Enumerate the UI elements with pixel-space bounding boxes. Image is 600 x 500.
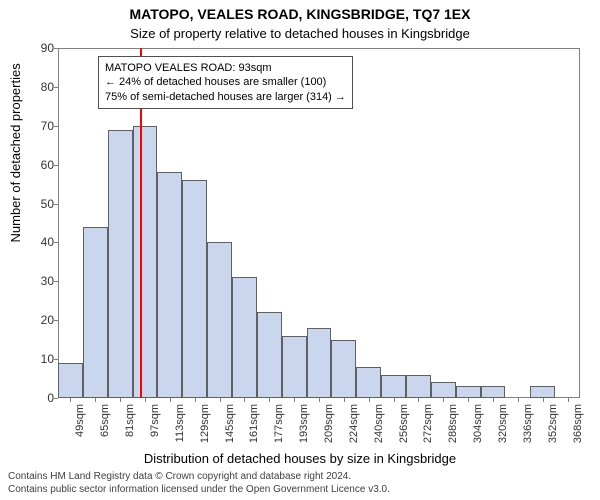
x-tick-label: 272sqm	[422, 398, 434, 443]
x-tick-label: 352sqm	[547, 398, 559, 443]
x-tick-label: 240sqm	[373, 398, 385, 443]
x-tick-label: 161sqm	[248, 398, 260, 443]
chart-container: { "title": "MATOPO, VEALES ROAD, KINGSBR…	[0, 0, 600, 500]
x-tick-mark	[468, 398, 469, 402]
footer: Contains HM Land Registry data © Crown c…	[8, 471, 592, 496]
histogram-bar	[381, 375, 406, 398]
histogram-bar	[356, 367, 381, 398]
y-axis-label: Number of detached properties	[8, 63, 23, 242]
histogram-bar	[232, 277, 257, 398]
x-tick-mark	[394, 398, 395, 402]
y-tick-mark	[54, 281, 58, 282]
x-tick-mark	[344, 398, 345, 402]
x-tick-label: 97sqm	[149, 398, 161, 437]
annotation-box: MATOPO VEALES ROAD: 93sqm← 24% of detach…	[98, 56, 353, 109]
x-tick-mark	[319, 398, 320, 402]
histogram-bar	[58, 363, 83, 398]
x-tick-label: 81sqm	[124, 398, 136, 437]
histogram-bar	[83, 227, 108, 398]
y-tick-label: 10	[41, 352, 54, 366]
histogram-bar	[530, 386, 555, 398]
x-tick-label: 49sqm	[74, 398, 86, 437]
footer-line-1: Contains HM Land Registry data © Crown c…	[8, 471, 592, 484]
y-tick-mark	[54, 398, 58, 399]
x-tick-label: 224sqm	[348, 398, 360, 443]
x-tick-mark	[369, 398, 370, 402]
y-tick-label: 50	[41, 197, 54, 211]
y-tick-label: 70	[41, 119, 54, 133]
histogram-bar	[406, 375, 431, 398]
y-tick-mark	[54, 87, 58, 88]
x-tick-mark	[518, 398, 519, 402]
y-tick-label: 80	[41, 80, 54, 94]
x-tick-mark	[220, 398, 221, 402]
x-tick-label: 368sqm	[572, 398, 584, 443]
x-tick-label: 209sqm	[323, 398, 335, 443]
histogram-bar	[257, 312, 282, 398]
x-tick-mark	[269, 398, 270, 402]
histogram-bar	[182, 180, 207, 398]
x-tick-mark	[418, 398, 419, 402]
x-tick-label: 113sqm	[174, 398, 186, 442]
y-tick-mark	[54, 204, 58, 205]
histogram-bar	[207, 242, 232, 398]
footer-line-2: Contains public sector information licen…	[8, 484, 592, 497]
x-tick-mark	[70, 398, 71, 402]
y-tick-label: 30	[41, 274, 54, 288]
x-tick-mark	[244, 398, 245, 402]
x-tick-mark	[145, 398, 146, 402]
annotation-line: MATOPO VEALES ROAD: 93sqm	[105, 61, 346, 75]
y-tick-label: 40	[41, 235, 54, 249]
histogram-bar	[307, 328, 332, 398]
x-tick-mark	[543, 398, 544, 402]
x-tick-mark	[195, 398, 196, 402]
x-tick-label: 129sqm	[199, 398, 211, 443]
histogram-bar	[282, 336, 307, 398]
x-tick-label: 288sqm	[447, 398, 459, 443]
x-tick-label: 304sqm	[472, 398, 484, 443]
x-tick-label: 256sqm	[398, 398, 410, 443]
x-tick-label: 65sqm	[99, 398, 111, 437]
x-tick-mark	[294, 398, 295, 402]
y-tick-mark	[54, 242, 58, 243]
histogram-bar	[108, 130, 133, 398]
histogram-bar	[157, 172, 182, 398]
histogram-bar	[456, 386, 481, 398]
x-tick-label: 145sqm	[224, 398, 236, 443]
y-tick-label: 20	[41, 313, 54, 327]
x-tick-mark	[120, 398, 121, 402]
x-tick-label: 336sqm	[522, 398, 534, 443]
y-tick-mark	[54, 126, 58, 127]
y-tick-label: 0	[47, 391, 54, 405]
histogram-bar	[431, 382, 456, 398]
chart-title: MATOPO, VEALES ROAD, KINGSBRIDGE, TQ7 1E…	[0, 6, 600, 22]
y-tick-label: 60	[41, 158, 54, 172]
chart-subtitle: Size of property relative to detached ho…	[0, 26, 600, 41]
x-tick-mark	[493, 398, 494, 402]
y-tick-mark	[54, 320, 58, 321]
plot-area: 010203040506070809049sqm65sqm81sqm97sqm1…	[58, 48, 580, 398]
y-tick-mark	[54, 48, 58, 49]
x-tick-mark	[568, 398, 569, 402]
x-tick-label: 177sqm	[273, 398, 285, 443]
x-tick-mark	[443, 398, 444, 402]
histogram-bar	[331, 340, 356, 398]
annotation-line: ← 24% of detached houses are smaller (10…	[105, 75, 346, 89]
x-tick-mark	[170, 398, 171, 402]
histogram-bar	[133, 126, 158, 398]
x-tick-mark	[95, 398, 96, 402]
annotation-line: 75% of semi-detached houses are larger (…	[105, 90, 346, 104]
y-tick-mark	[54, 165, 58, 166]
x-tick-label: 320sqm	[497, 398, 509, 443]
y-tick-label: 90	[41, 41, 54, 55]
histogram-bar	[481, 386, 506, 398]
x-tick-label: 193sqm	[298, 398, 310, 443]
x-axis-label: Distribution of detached houses by size …	[0, 451, 600, 466]
y-tick-mark	[54, 359, 58, 360]
